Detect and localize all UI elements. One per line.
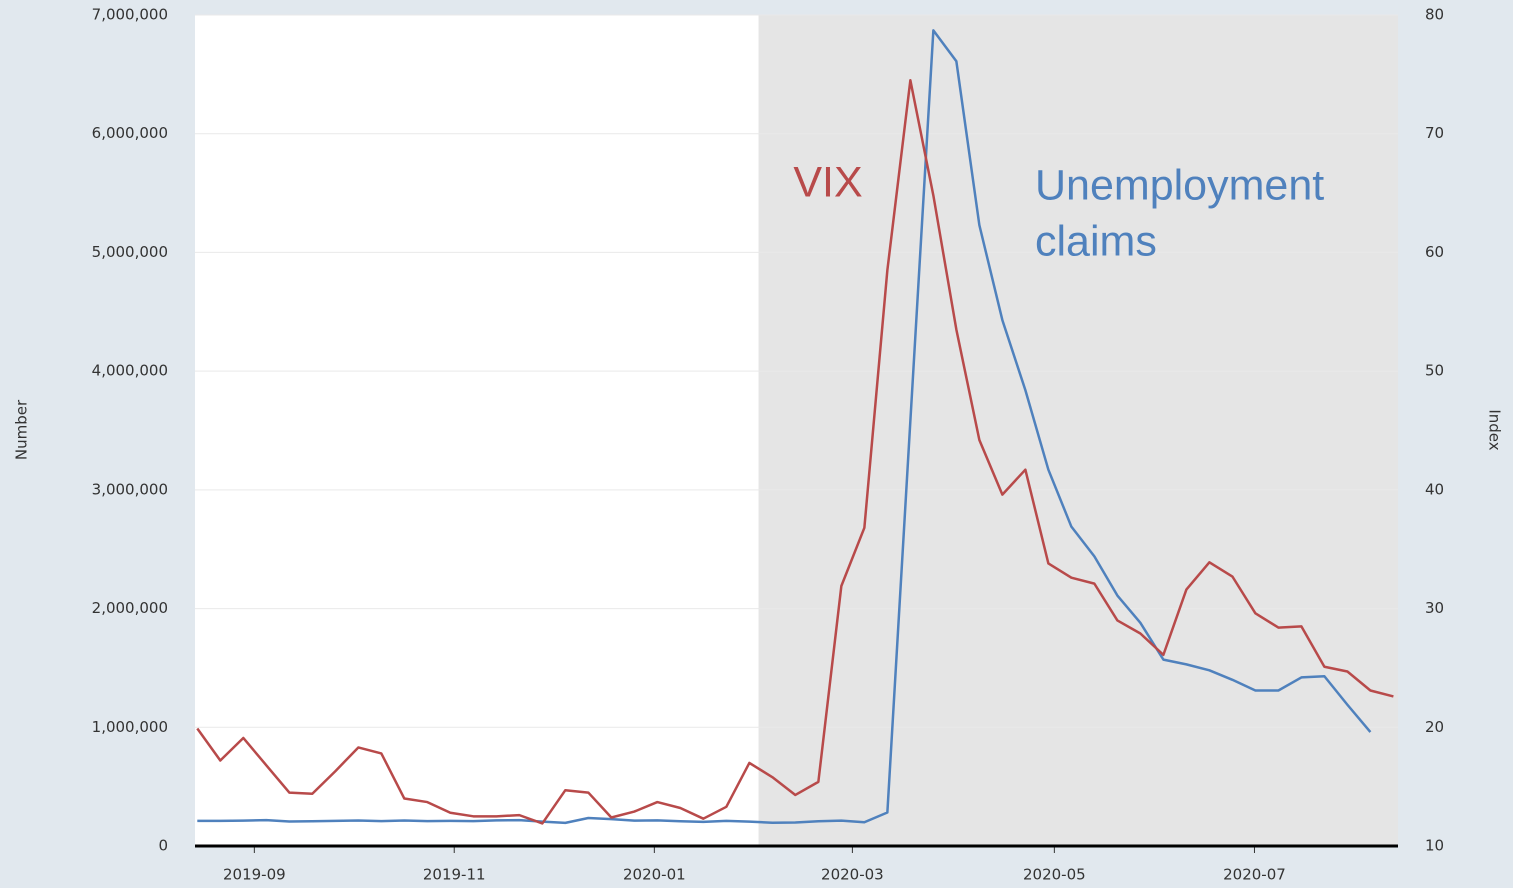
y2-tick-label: 70 (1425, 124, 1444, 142)
annotation: claims (1035, 217, 1157, 265)
y-tick-label: 5,000,000 (92, 243, 168, 261)
y2-tick-label: 40 (1425, 480, 1444, 498)
y2-tick-label: 10 (1425, 837, 1444, 855)
y2-tick-label: 50 (1425, 362, 1444, 380)
shaded-region (758, 15, 1398, 846)
y-tick-label: 7,000,000 (92, 6, 168, 24)
line-series (196, 79, 1394, 825)
line-series (197, 29, 1372, 825)
y-tick-label: 3,000,000 (92, 480, 168, 498)
y-axis-label: Number (13, 399, 31, 460)
y2-tick-label: 60 (1425, 243, 1444, 261)
x-tick-label: 2020-05 (1023, 866, 1086, 884)
y2-axis-label: Index (1486, 409, 1504, 450)
y2-tick-label: 30 (1425, 599, 1444, 617)
x-tick-label: 2019-09 (223, 866, 286, 884)
y-tick-label: 2,000,000 (92, 599, 168, 617)
annotation: VIX (793, 158, 862, 206)
y2-tick-label: 20 (1425, 718, 1444, 736)
y-tick-label: 4,000,000 (92, 362, 168, 380)
annotation: Unemployment (1035, 161, 1324, 209)
x-tick-label: 2020-01 (623, 866, 686, 884)
x-tick-label: 2019-11 (423, 866, 486, 884)
x-tick-label: 2020-07 (1223, 866, 1286, 884)
y2-tick-label: 80 (1425, 6, 1444, 24)
y-tick-label: 1,000,000 (92, 718, 168, 736)
y-tick-label: 6,000,000 (92, 124, 168, 142)
x-tick-label: 2020-03 (821, 866, 884, 884)
y-tick-label: 0 (158, 837, 168, 855)
